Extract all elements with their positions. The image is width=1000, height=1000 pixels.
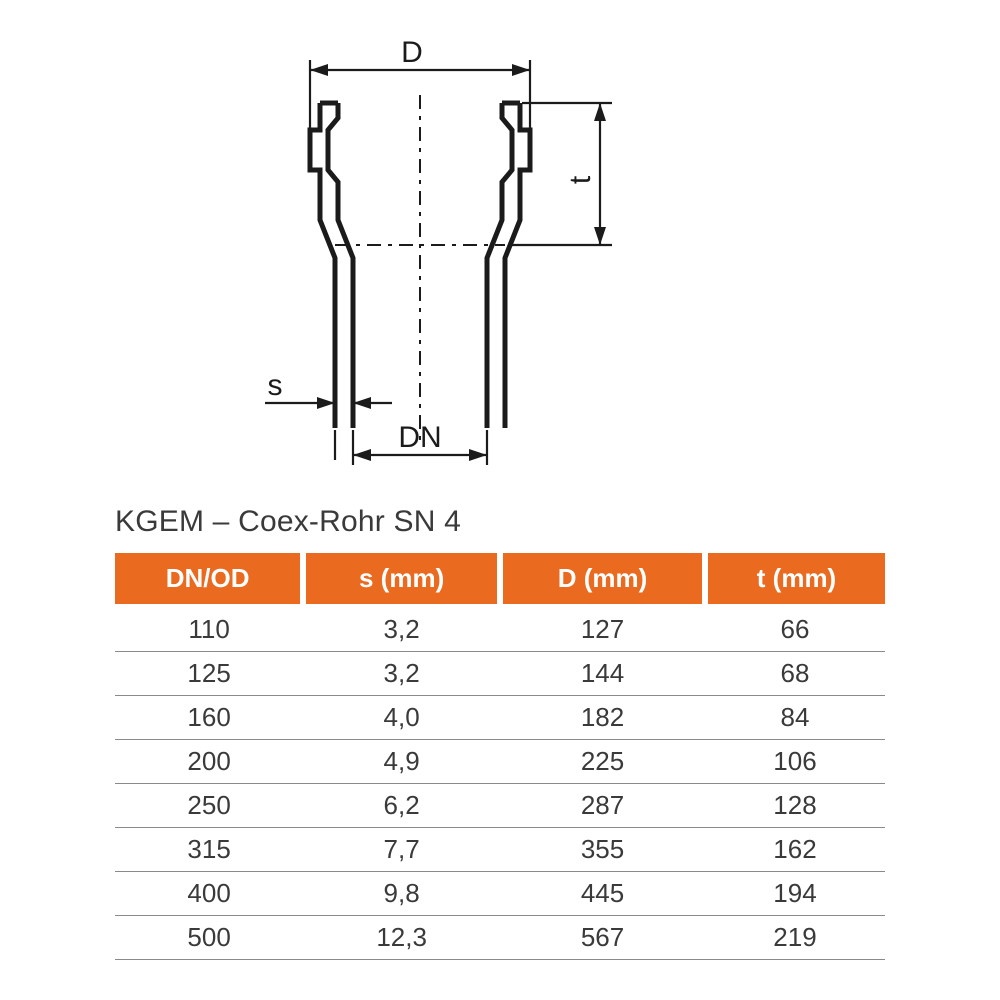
- table-cell: 500: [115, 916, 303, 960]
- dim-t-arrow-bot: [594, 227, 606, 245]
- table-cell: 445: [500, 872, 705, 916]
- label-DN: DN: [398, 421, 441, 454]
- spec-table: DN/OD s (mm) D (mm) t (mm) 1103,21276612…: [115, 553, 885, 960]
- pipe-left-inner: [328, 103, 353, 428]
- table-row: 1253,214468: [115, 652, 885, 696]
- table-cell: 6,2: [303, 784, 500, 828]
- table-cell: 355: [500, 828, 705, 872]
- table-cell: 3,2: [303, 652, 500, 696]
- table-cell: 162: [705, 828, 885, 872]
- table-cell: 66: [705, 604, 885, 652]
- table-cell: 4,9: [303, 740, 500, 784]
- table-cell: 106: [705, 740, 885, 784]
- pipe-svg: D t s DN: [160, 40, 710, 480]
- col-dn-od: DN/OD: [115, 553, 303, 604]
- label-s: s: [268, 369, 283, 402]
- table-cell: 84: [705, 696, 885, 740]
- table-header-row: DN/OD s (mm) D (mm) t (mm): [115, 553, 885, 604]
- table-cell: 7,7: [303, 828, 500, 872]
- table-cell: 4,0: [303, 696, 500, 740]
- dim-s-arrow-left: [317, 397, 335, 409]
- dim-DN-arrow-right: [469, 449, 487, 461]
- dim-DN-arrow-left: [353, 449, 371, 461]
- table-cell: 250: [115, 784, 303, 828]
- table-cell: 68: [705, 652, 885, 696]
- col-D: D (mm): [500, 553, 705, 604]
- table-title: KGEM – Coex-Rohr SN 4: [115, 505, 885, 539]
- table-cell: 9,8: [303, 872, 500, 916]
- table-cell: 194: [705, 872, 885, 916]
- table-cell: 315: [115, 828, 303, 872]
- table-row: 3157,7355162: [115, 828, 885, 872]
- table-cell: 200: [115, 740, 303, 784]
- label-t: t: [564, 175, 597, 184]
- table-cell: 225: [500, 740, 705, 784]
- table-cell: 3,2: [303, 604, 500, 652]
- table-cell: 287: [500, 784, 705, 828]
- table-cell: 127: [500, 604, 705, 652]
- table-row: 4009,8445194: [115, 872, 885, 916]
- table-row: 1604,018284: [115, 696, 885, 740]
- spec-content: KGEM – Coex-Rohr SN 4 DN/OD s (mm) D (mm…: [115, 505, 885, 960]
- pipe-diagram: D t s DN: [160, 40, 710, 480]
- col-s: s (mm): [303, 553, 500, 604]
- pipe-left-outer: [310, 103, 335, 428]
- table-cell: 128: [705, 784, 885, 828]
- table-row: 2506,2287128: [115, 784, 885, 828]
- dim-s-arrow-right: [353, 397, 371, 409]
- dim-D-arrow-right: [512, 64, 530, 76]
- label-D: D: [401, 40, 423, 69]
- table-cell: 400: [115, 872, 303, 916]
- dim-t-arrow-top: [594, 103, 606, 121]
- table-cell: 110: [115, 604, 303, 652]
- table-row: 2004,9225106: [115, 740, 885, 784]
- table-cell: 144: [500, 652, 705, 696]
- pipe-right-inner: [487, 103, 512, 428]
- col-t: t (mm): [705, 553, 885, 604]
- table-cell: 219: [705, 916, 885, 960]
- table-cell: 160: [115, 696, 303, 740]
- dim-D-arrow-left: [310, 64, 328, 76]
- table-row: 1103,212766: [115, 604, 885, 652]
- table-cell: 567: [500, 916, 705, 960]
- pipe-right-outer: [505, 103, 530, 428]
- table-cell: 12,3: [303, 916, 500, 960]
- table-row: 50012,3567219: [115, 916, 885, 960]
- table-cell: 182: [500, 696, 705, 740]
- table-cell: 125: [115, 652, 303, 696]
